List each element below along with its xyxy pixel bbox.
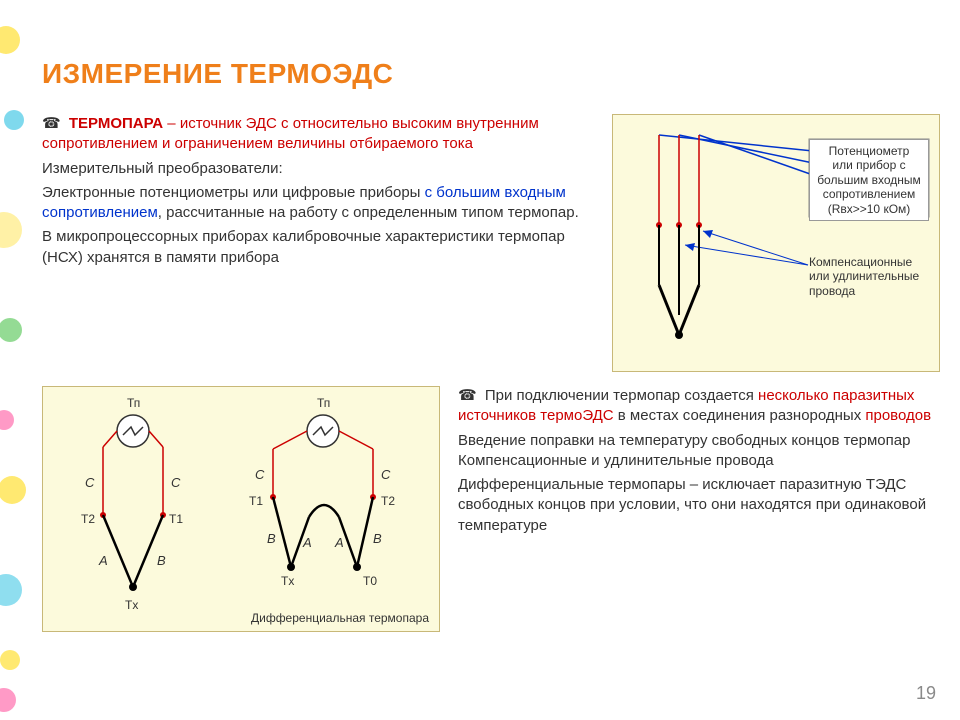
para-1: Измерительный преобразователи:: [42, 159, 594, 179]
svg-text:C: C: [171, 475, 181, 490]
b2a: При подключении термопар создается: [485, 387, 758, 404]
svg-text:T2: T2: [381, 494, 395, 508]
comp-note: Компенсационные или удлинительные провод…: [809, 255, 919, 298]
row-bottom: Тп C C T2 T1 A B Tx: [42, 386, 940, 632]
slide-title: ИЗМЕРЕНИЕ ТЕРМОЭДС: [42, 58, 940, 90]
svg-text:T1: T1: [169, 512, 183, 526]
svg-text:A: A: [302, 535, 312, 550]
row-top: ☎ ТЕРМОПАРА – источник ЭДС с относительн…: [42, 114, 940, 372]
svg-text:T2: T2: [81, 512, 95, 526]
svg-text:Tx: Tx: [281, 574, 294, 588]
meter-l2: или прибор с: [816, 158, 922, 172]
svg-text:B: B: [373, 531, 382, 546]
para-4: Введение поправки на температуру свободн…: [458, 431, 940, 472]
comp-l1: Компенсационные: [809, 255, 919, 269]
svg-text:B: B: [267, 531, 276, 546]
para-2a: Электронные потенциометры или цифровые п…: [42, 184, 425, 201]
bullet-2: ☎ При подключении термопар создается нес…: [458, 386, 940, 427]
lbl-tn-left: Тп: [127, 396, 140, 410]
svg-text:Tx: Tx: [125, 598, 138, 612]
para-5: Дифференциальные термопары – исключает п…: [458, 475, 940, 536]
svg-text:C: C: [85, 475, 95, 490]
diag2-caption: Дифференциальная термопара: [251, 611, 429, 625]
slide-content: ИЗМЕРЕНИЕ ТЕРМОЭДС ☎ ТЕРМОПАРА – источни…: [42, 58, 940, 700]
diagram-connection: Потенциометр или прибор с большим входны…: [612, 114, 940, 372]
decorative-left-ribbon: [0, 0, 30, 720]
para-2: Электронные потенциометры или цифровые п…: [42, 183, 594, 224]
meter-l4: сопротивлением: [816, 187, 922, 201]
svg-text:C: C: [255, 467, 265, 482]
svg-text:T0: T0: [363, 574, 377, 588]
b2c: в местах соединения разнородных: [614, 407, 866, 424]
comp-l2: или удлинительные: [809, 269, 919, 283]
svg-text:T1: T1: [249, 494, 263, 508]
comp-l3: провода: [809, 284, 919, 298]
diagram-differential: Тп C C T2 T1 A B Tx: [42, 386, 440, 632]
para-2c: , рассчитанные на работу с определенным …: [158, 204, 579, 221]
phone-icon-2: ☎: [458, 387, 477, 404]
bullet-1: ☎ ТЕРМОПАРА – источник ЭДС с относительн…: [42, 114, 594, 155]
para-3: В микропроцессорных приборах калибровочн…: [42, 227, 594, 268]
svg-text:Тп: Тп: [317, 396, 330, 410]
svg-text:B: B: [157, 553, 166, 568]
text-block-1: ☎ ТЕРМОПАРА – источник ЭДС с относительн…: [42, 114, 594, 272]
text-block-2: ☎ При подключении термопар создается нес…: [458, 386, 940, 540]
svg-text:C: C: [381, 467, 391, 482]
phone-icon: ☎: [42, 115, 61, 132]
b2d: проводов: [865, 407, 931, 424]
svg-text:A: A: [98, 553, 108, 568]
svg-text:A: A: [334, 535, 344, 550]
meter-l5: (Rвх>>10 кОм): [816, 202, 922, 216]
page-number: 19: [916, 683, 936, 704]
meter-note: Потенциометр или прибор с большим входны…: [809, 139, 929, 221]
meter-l3: большим входным: [816, 173, 922, 187]
meter-l1: Потенциометр: [816, 144, 922, 158]
term-thermopara: ТЕРМОПАРА: [69, 115, 163, 132]
